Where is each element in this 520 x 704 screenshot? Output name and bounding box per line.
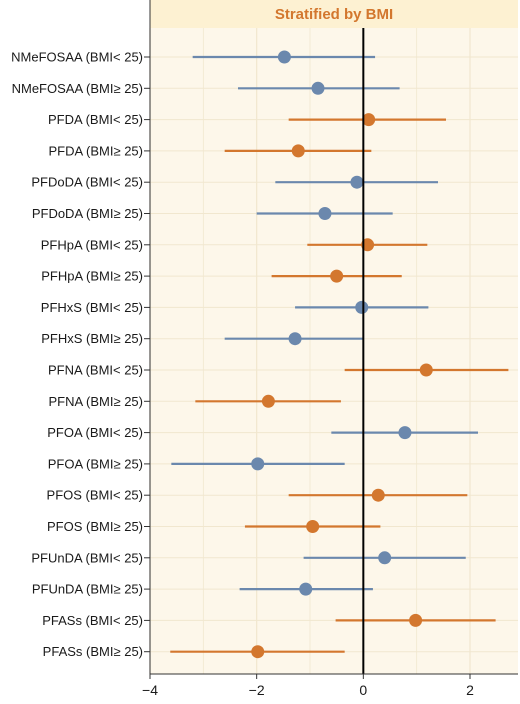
point-estimate — [261, 394, 275, 408]
point-estimate — [311, 81, 325, 95]
point-estimate — [350, 175, 364, 189]
y-tick-label: PFUnDA (BMI≥ 25) — [32, 582, 143, 597]
y-tick-label: PFUnDA (BMI< 25) — [31, 550, 143, 565]
point-estimate — [306, 520, 320, 533]
y-tick-label: PFDoDA (BMI< 25) — [31, 175, 143, 190]
point-estimate — [398, 426, 412, 440]
x-axis: −4 −2 0 2 — [142, 673, 518, 698]
y-tick-label: PFHpA (BMI≥ 25) — [41, 269, 143, 284]
point-estimate — [362, 113, 376, 127]
panel-title: Stratified by BMI — [275, 6, 393, 23]
x-tick-label: 0 — [359, 682, 367, 698]
y-tick-label: PFASs (BMI≥ 25) — [43, 644, 143, 659]
point-estimate — [419, 363, 433, 377]
y-tick-label: PFHxS (BMI≥ 25) — [41, 331, 143, 346]
point-estimate — [355, 300, 369, 314]
point-estimate — [251, 645, 265, 659]
y-tick-label: PFHxS (BMI< 25) — [41, 300, 143, 315]
x-tick-label: −2 — [249, 682, 265, 698]
y-tick-label: PFASs (BMI< 25) — [42, 613, 143, 628]
forest-rows: NMeFOSAA (BMI< 25) NMeFOSAA (BMI≥ 25) PFDA… — [11, 50, 509, 659]
point-estimate — [361, 238, 375, 252]
y-tick-label: PFDA (BMI< 25) — [48, 112, 143, 127]
y-tick-label: NMeFOSAA (BMI< 25) — [11, 50, 143, 65]
x-tick-label: 2 — [466, 682, 474, 698]
y-tick-label: PFOS (BMI< 25) — [47, 488, 143, 503]
point-estimate — [371, 488, 385, 502]
y-tick-label: PFNA (BMI< 25) — [48, 363, 143, 378]
point-estimate — [330, 269, 344, 283]
y-tick-label: PFHpA (BMI< 25) — [41, 237, 143, 252]
plot-panel — [150, 28, 518, 674]
point-estimate — [318, 207, 332, 220]
point-estimate — [291, 144, 305, 158]
x-tick-label: −4 — [142, 682, 158, 698]
y-tick-label: PFOS (BMI≥ 25) — [47, 519, 143, 534]
y-tick-label: PFDoDA (BMI≥ 25) — [32, 206, 143, 221]
y-tick-label: PFNA (BMI≥ 25) — [48, 394, 143, 409]
y-tick-label: PFDA (BMI≥ 25) — [48, 143, 143, 158]
point-estimate — [277, 50, 291, 64]
y-tick-label: NMeFOSAA (BMI≥ 25) — [12, 81, 143, 96]
y-tick-label: PFOA (BMI≥ 25) — [48, 456, 143, 471]
y-tick-label: PFOA (BMI< 25) — [47, 425, 143, 440]
point-estimate — [409, 613, 423, 627]
point-estimate — [288, 332, 302, 346]
point-estimate — [299, 582, 313, 596]
panel-strip — [150, 0, 518, 28]
point-estimate — [251, 457, 265, 471]
point-estimate — [378, 551, 392, 565]
